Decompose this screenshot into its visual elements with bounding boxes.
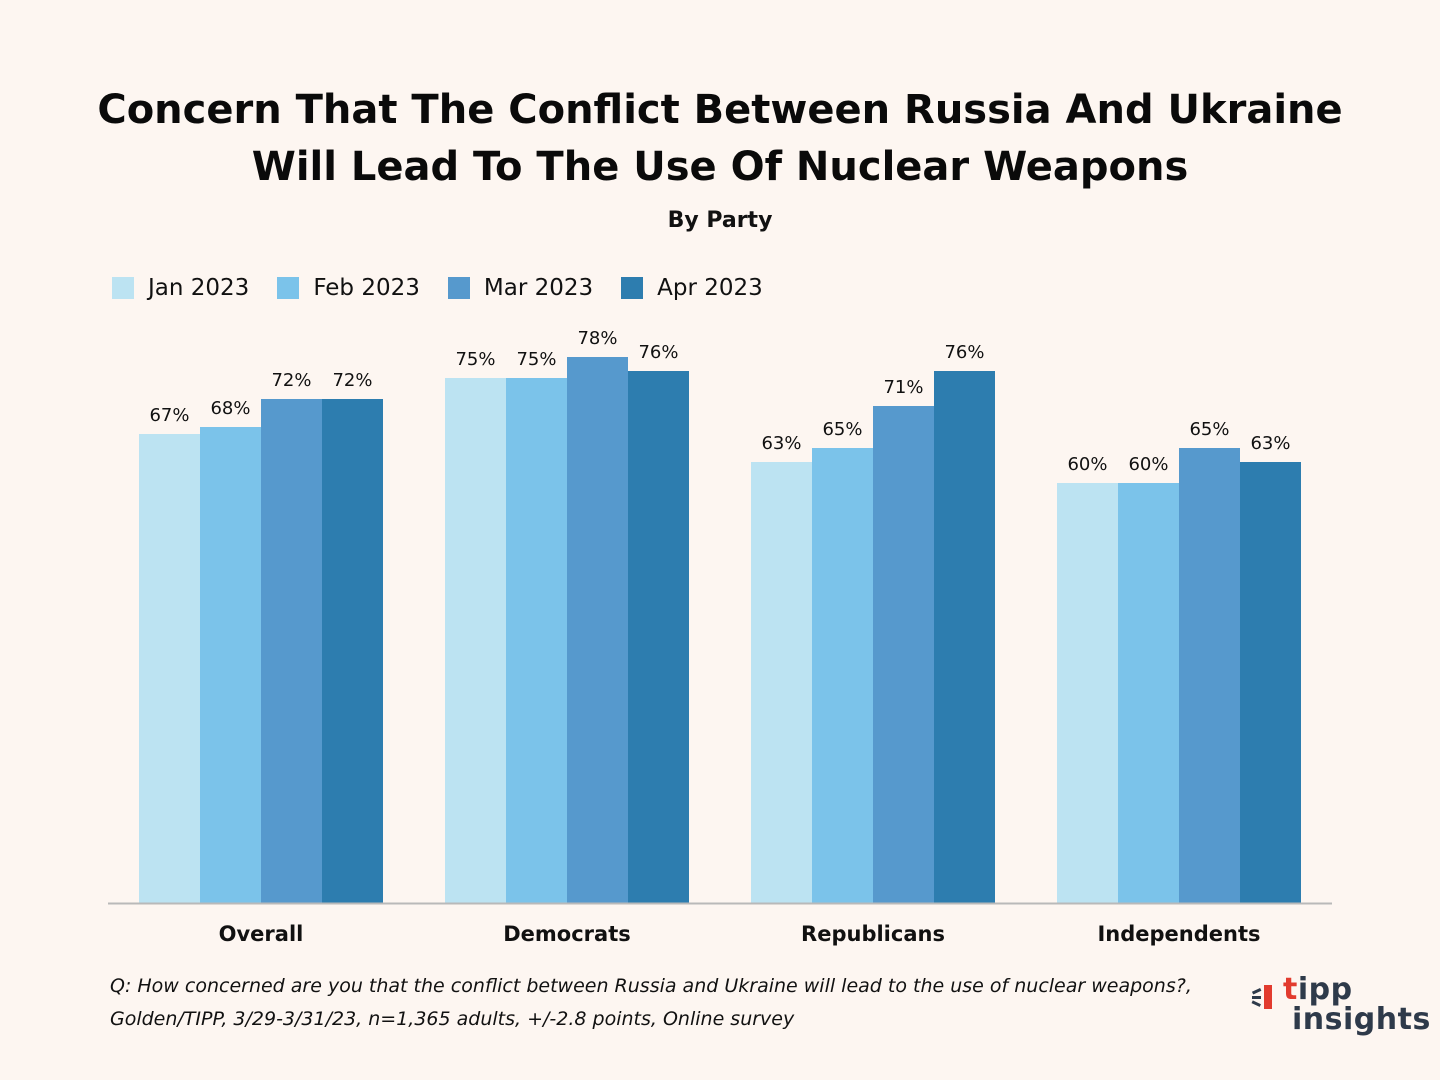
legend-item-mar: Mar 2023: [447, 275, 594, 301]
logo-tipp-text: tipp: [1283, 972, 1353, 1007]
data-label-democrats-feb: 75%: [516, 349, 556, 370]
data-label-overall-mar: 72%: [271, 370, 311, 391]
category-label-democrats: Democrats: [503, 922, 631, 946]
category-label-independents: Independents: [1097, 922, 1260, 946]
legend-swatch-apr: [621, 277, 644, 299]
bar-chart: 67% 68% 72% 72% Overall 75% 75% 78% 76% Democrats…: [108, 328, 1332, 946]
legend-label-feb: Feb 2023: [313, 275, 420, 301]
data-label-independents-jan: 60%: [1067, 454, 1107, 475]
bar-independents-jan: [1057, 483, 1118, 903]
bar-group-republicans: 63% 65% 71% 76% Republicans: [751, 342, 995, 946]
chart-title-line-1: Concern That The Conflict Between Russia…: [97, 87, 1343, 133]
data-label-independents-feb: 60%: [1128, 454, 1168, 475]
chart-title: Concern That The Conflict Between Russia…: [0, 82, 1440, 196]
legend-swatch-feb: [277, 277, 300, 299]
logo-t: t: [1283, 972, 1298, 1007]
data-label-democrats-mar: 78%: [577, 328, 617, 349]
bar-group-overall: 67% 68% 72% 72% Overall: [139, 370, 383, 946]
data-label-overall-feb: 68%: [210, 398, 250, 419]
footnote-line-1: Q: How concerned are you that the confli…: [110, 975, 1192, 997]
footnote: Q: How concerned are you that the confli…: [110, 970, 1230, 1036]
data-label-independents-apr: 63%: [1250, 433, 1290, 454]
bar-republicans-mar: [873, 406, 934, 903]
bar-overall-feb: [200, 427, 261, 903]
legend-label-mar: Mar 2023: [483, 275, 594, 301]
data-label-republicans-jan: 63%: [761, 433, 801, 454]
legend-label-apr: Apr 2023: [657, 275, 763, 301]
legend-item-apr: Apr 2023: [621, 275, 763, 301]
legend-item-feb: Feb 2023: [277, 275, 420, 301]
data-label-republicans-mar: 71%: [883, 377, 923, 398]
bar-overall-mar: [261, 399, 322, 903]
bar-democrats-mar: [567, 357, 628, 903]
data-label-republicans-feb: 65%: [822, 419, 862, 440]
category-label-republicans: Republicans: [801, 922, 945, 946]
data-label-democrats-jan: 75%: [455, 349, 495, 370]
bar-group-independents: 60% 60% 65% 63% Independents: [1057, 419, 1301, 946]
bar-independents-apr: [1240, 462, 1301, 903]
legend-swatch-jan: [112, 277, 134, 299]
legend-swatch-mar: [447, 277, 470, 299]
bar-republicans-apr: [934, 371, 995, 903]
bar-republicans-jan: [751, 462, 812, 903]
logo-mark-icon: [1251, 985, 1272, 1009]
legend-item-jan: Jan 2023: [112, 275, 249, 301]
bar-democrats-apr: [628, 371, 689, 903]
chart-title-line-2: Will Lead To The Use Of Nuclear Weapons: [251, 144, 1189, 190]
bar-overall-jan: [139, 434, 200, 903]
bar-overall-apr: [322, 399, 383, 903]
bar-republicans-feb: [812, 448, 873, 903]
bar-democrats-feb: [506, 378, 567, 903]
legend-label-jan: Jan 2023: [148, 275, 250, 301]
footnote-line-2: Golden/TIPP, 3/29-3/31/23, n=1,365 adult…: [110, 1008, 795, 1030]
data-label-overall-apr: 72%: [332, 370, 372, 391]
bar-group-democrats: 75% 75% 78% 76% Democrats: [445, 328, 689, 946]
data-label-democrats-apr: 76%: [638, 342, 678, 363]
category-label-overall: Overall: [219, 922, 304, 946]
logo-insights-text: insights: [1292, 1002, 1431, 1037]
bar-independents-feb: [1118, 483, 1179, 903]
bar-democrats-jan: [445, 378, 506, 903]
data-label-republicans-apr: 76%: [944, 342, 984, 363]
data-label-independents-mar: 65%: [1189, 419, 1229, 440]
logo-ipp: ipp: [1297, 972, 1353, 1007]
bar-independents-mar: [1179, 448, 1240, 903]
chart-subtitle: By Party: [667, 208, 773, 233]
data-label-overall-jan: 67%: [149, 405, 189, 426]
tipp-insights-logo: tipp insights: [1250, 972, 1430, 1042]
chart-legend: Jan 2023 Feb 2023 Mar 2023 Apr 2023: [112, 271, 791, 305]
